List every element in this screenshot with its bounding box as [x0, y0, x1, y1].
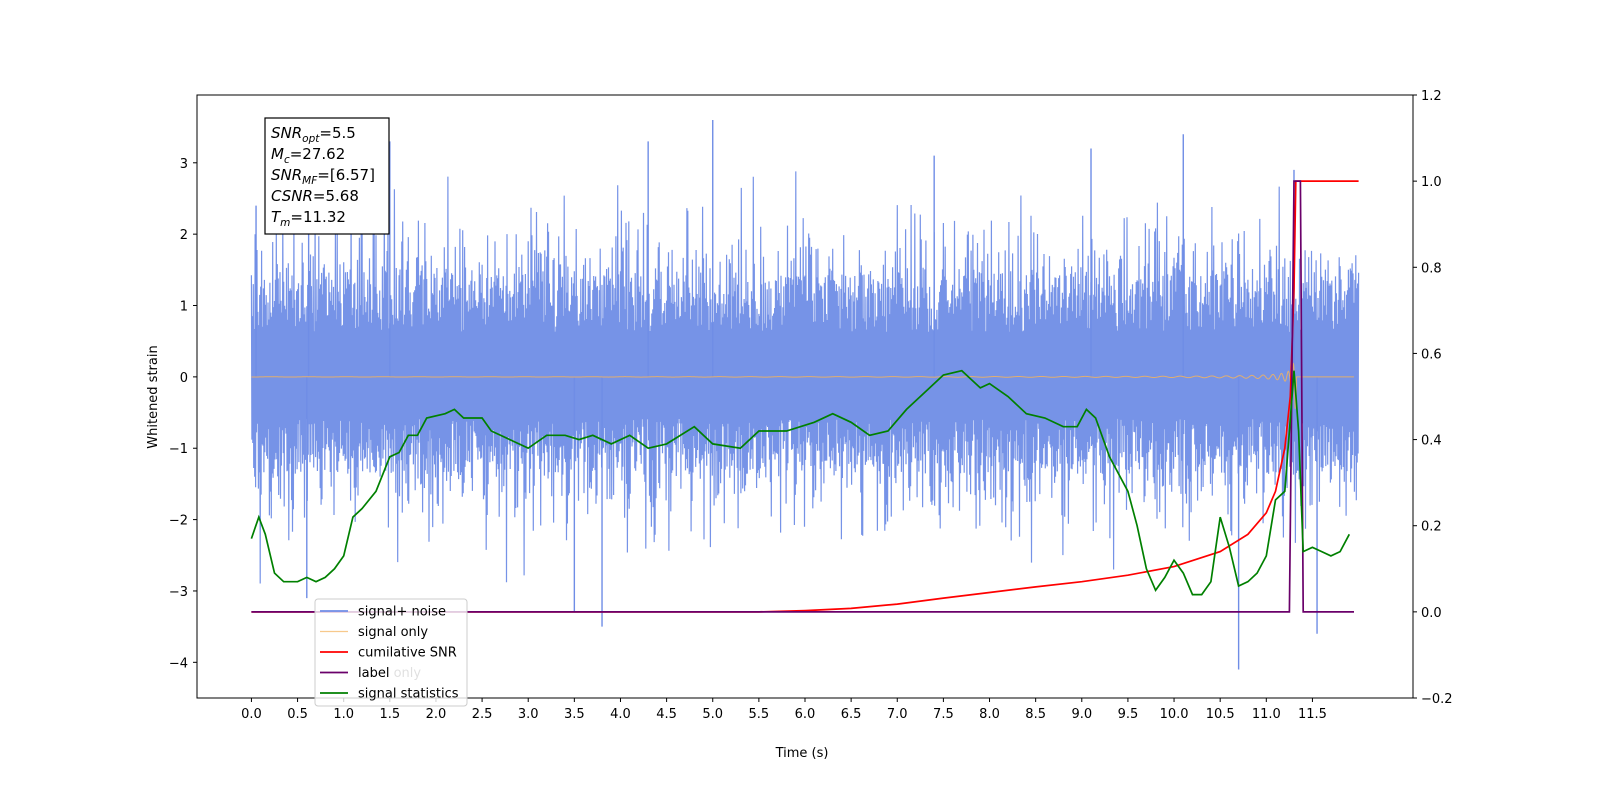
x-tick-label: 11.0	[1252, 707, 1281, 722]
annotation-line: CSNR=5.68	[271, 187, 359, 205]
legend-label-hidden: label only	[358, 666, 421, 681]
annotation-line: Tm=11.32	[271, 208, 346, 229]
y-left-tick-label: 3	[180, 157, 188, 172]
y-left-tick-label: −1	[169, 442, 188, 457]
y-right-tick-label: 0.6	[1421, 347, 1442, 362]
x-tick-label: 7.5	[933, 707, 954, 722]
x-tick-label: 2.5	[472, 707, 493, 722]
legend-label: signal statistics	[358, 687, 459, 702]
y-left-tick-label: 0	[180, 371, 188, 386]
legend-label: signal+ noise	[358, 605, 446, 620]
x-tick-label: 8.5	[1025, 707, 1046, 722]
y-right-tick-label: −0.2	[1421, 692, 1453, 707]
x-tick-label: 5.0	[702, 707, 723, 722]
x-tick-label: 11.5	[1298, 707, 1327, 722]
x-tick-label: 10.5	[1206, 707, 1235, 722]
y-left-tick-label: 2	[180, 228, 188, 243]
x-tick-label: 1.0	[333, 707, 354, 722]
x-tick-label: 6.5	[841, 707, 862, 722]
y-right-tick-label: 1.0	[1421, 175, 1442, 190]
series-signal-only	[251, 362, 1354, 409]
x-tick-label: 5.5	[749, 707, 770, 722]
y-left-tick-label: 1	[180, 300, 188, 315]
y-right-tick-label: 1.2	[1421, 89, 1442, 104]
annotation-line: Mc=27.62	[271, 145, 345, 166]
y-left-tick-label: −3	[169, 585, 188, 600]
annotation-line: SNRopt=5.5	[271, 124, 356, 145]
y-left-tick-label: −4	[169, 656, 188, 671]
annotation-box	[264, 117, 390, 235]
x-tick-label: 3.0	[518, 707, 539, 722]
y-right-tick-label: 0.2	[1421, 520, 1442, 535]
legend-label: cumilative SNR	[358, 646, 457, 661]
legend: signal+ noise signal only cumilative SNR la…	[314, 598, 468, 707]
x-axis-label: Time (s)	[775, 746, 829, 761]
y-axis-label: Whitened strain	[146, 345, 161, 448]
x-tick-label: 3.5	[564, 707, 585, 722]
legend-box	[314, 598, 468, 707]
annotation-line: SNRMF=[6.57]	[271, 166, 375, 187]
x-tick-label: 10.0	[1160, 707, 1189, 722]
legend-label: signal only	[358, 625, 428, 640]
y-right-tick-label: 0.8	[1421, 261, 1442, 276]
x-tick-label: 2.0	[426, 707, 447, 722]
series-cumilative-snr	[251, 180, 1359, 613]
series-signal-noise	[250, 171, 1360, 584]
y-right-tick-label: 0.0	[1421, 606, 1442, 621]
x-tick-label: 9.0	[1071, 707, 1092, 722]
x-tick-label: 0.0	[241, 707, 262, 722]
x-tick-label: 8.0	[979, 707, 1000, 722]
x-tick-label: 1.5	[379, 707, 400, 722]
x-tick-label: 6.0	[795, 707, 816, 722]
x-tick-label: 9.5	[1118, 707, 1139, 722]
plot-area	[250, 119, 1360, 670]
axes: 0.0 0.5 1.0 1.5 2.0 2.5 3.0 3.5 4.0 4.5 5.0 5.5 6.0 6…	[169, 89, 1453, 722]
x-tick-label: 4.0	[610, 707, 631, 722]
x-tick-label: 0.5	[287, 707, 308, 722]
series-label	[251, 180, 1354, 613]
y-left-tick-label: −2	[169, 514, 188, 529]
legend-label: label	[358, 666, 389, 681]
x-tick-label: 7.0	[887, 707, 908, 722]
series-signal-statistics	[250, 369, 1351, 596]
x-tick-label: 4.5	[656, 707, 677, 722]
y-right-tick-label: 0.4	[1421, 434, 1442, 449]
